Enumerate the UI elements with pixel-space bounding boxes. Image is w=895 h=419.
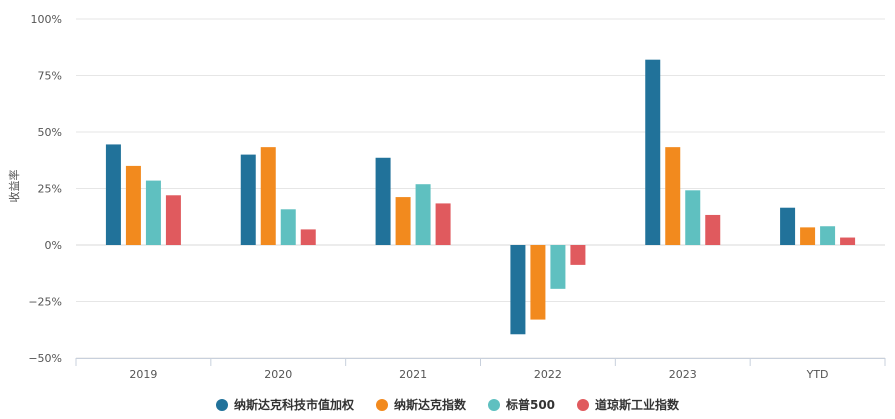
bar-标普500-YTD[interactable] [820, 226, 836, 245]
x-tick-label: 2022 [534, 368, 562, 381]
bar-纳斯达克科技市值加权-YTD[interactable] [780, 207, 796, 245]
bar-道琼斯工业指数-2022[interactable] [570, 245, 586, 265]
y-tick-label: 75% [38, 70, 62, 83]
bar-纳斯达克指数-2023[interactable] [665, 147, 681, 245]
y-axis-title: 收益率 [7, 170, 21, 203]
y-tick-label: 25% [38, 183, 62, 196]
chart-legend: 纳斯达克科技市值加权 纳斯达克指数 标普500 道琼斯工业指数 [0, 396, 895, 413]
legend-item[interactable]: 纳斯达克指数 [375, 396, 466, 413]
x-tick-label: 2020 [264, 368, 292, 381]
legend-label: 道琼斯工业指数 [595, 398, 680, 412]
bar-标普500-2022[interactable] [550, 245, 566, 289]
y-tick-label: 100% [31, 13, 62, 26]
bar-道琼斯工业指数-2021[interactable] [435, 203, 451, 245]
bar-纳斯达克指数-2019[interactable] [125, 165, 141, 245]
bar-纳斯达克指数-2021[interactable] [395, 197, 411, 245]
bar-纳斯达克科技市值加权-2021[interactable] [375, 157, 391, 245]
legend-item[interactable]: 道琼斯工业指数 [577, 396, 679, 413]
x-axis [75, 358, 886, 366]
bar-道琼斯工业指数-2019[interactable] [165, 195, 181, 245]
y-tick-label: 50% [38, 126, 62, 139]
x-tick-label: YTD [806, 368, 829, 381]
bar-纳斯达克科技市值加权-2020[interactable] [240, 154, 256, 245]
legend-label: 纳斯达克科技市值加权 [233, 398, 354, 412]
x-tick-label: 2023 [669, 368, 697, 381]
y-tick-label: −50% [28, 352, 62, 365]
bar-纳斯达克指数-2020[interactable] [260, 147, 276, 245]
bars [105, 59, 856, 335]
legend-marker [577, 398, 590, 411]
bar-纳斯达克科技市值加权-2019[interactable] [105, 144, 121, 245]
legend-marker [375, 398, 388, 411]
y-axis-ticks: 100% 75% 50% 25% 0% −25% −50% [28, 13, 62, 365]
bar-纳斯达克科技市值加权-2022[interactable] [510, 245, 526, 335]
bar-纳斯达克指数-YTD[interactable] [800, 227, 816, 245]
grid-lines [76, 18, 885, 359]
legend-label: 纳斯达克指数 [393, 398, 466, 412]
bar-纳斯达克科技市值加权-2023[interactable] [645, 59, 661, 246]
y-tick-label: −25% [28, 296, 62, 309]
legend-item[interactable]: 纳斯达克科技市值加权 [215, 396, 354, 413]
legend-marker [215, 398, 228, 411]
bar-纳斯达克指数-2022[interactable] [530, 245, 546, 320]
x-axis-ticks: 2019 2020 2021 2022 2023 YTD [129, 368, 828, 381]
bar-标普500-2019[interactable] [145, 180, 161, 245]
bar-标普500-2020[interactable] [280, 209, 296, 245]
bar-道琼斯工业指数-2023[interactable] [705, 214, 721, 245]
bar-道琼斯工业指数-YTD[interactable] [840, 237, 856, 245]
bar-道琼斯工业指数-2020[interactable] [300, 229, 316, 245]
y-tick-label: 0% [45, 239, 62, 252]
bar-标普500-2023[interactable] [685, 190, 701, 245]
x-tick-label: 2021 [399, 368, 427, 381]
legend-marker [487, 398, 500, 411]
x-tick-label: 2019 [129, 368, 157, 381]
bar-标普500-2021[interactable] [415, 184, 431, 245]
legend-item[interactable]: 标普500 [487, 396, 556, 413]
legend-label: 标普500 [505, 398, 556, 412]
